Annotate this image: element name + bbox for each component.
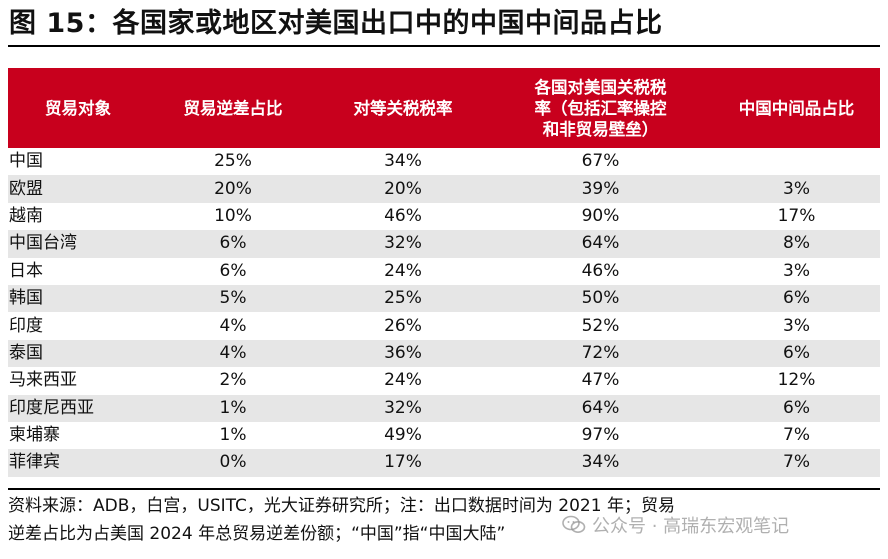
cell-trade-partner: 泰国 bbox=[9, 342, 43, 363]
title-rule bbox=[8, 45, 880, 47]
source-note-line-1: 资料来源：ADB，白宫，USITC，光大证券研究所；注：出口数据时间为 2021… bbox=[8, 496, 675, 516]
cell-deficit-share: 6% bbox=[219, 233, 247, 254]
cell-deficit-share: 5% bbox=[219, 288, 247, 309]
table-row: 日本 6% 24% 46% 3% bbox=[8, 258, 880, 285]
header-china-intermediate-share: 中国中间品占比 bbox=[738, 98, 855, 118]
table-row: 菲律宾 0% 17% 34% 7% bbox=[8, 449, 880, 477]
cell-trade-partner: 日本 bbox=[9, 260, 43, 281]
cell-trade-partner: 印度尼西亚 bbox=[9, 397, 94, 418]
table-bottom-rule bbox=[8, 488, 880, 490]
header-reciprocal-tariff: 对等关税税率 bbox=[353, 98, 453, 118]
cell-tariff-on-us: 64% bbox=[581, 397, 620, 418]
header-tariff-on-us: 各国对美国关税税 率（包括汇率操控 和非贸易壁垒） bbox=[534, 77, 667, 139]
wechat-icon bbox=[562, 515, 586, 533]
cell-china-intermediate-share: 3% bbox=[783, 178, 810, 199]
cell-reciprocal-tariff: 25% bbox=[384, 288, 422, 309]
table-row: 印度尼西亚 1% 32% 64% 6% bbox=[8, 394, 880, 422]
cell-trade-partner: 韩国 bbox=[9, 288, 43, 309]
cell-trade-partner: 印度 bbox=[9, 315, 43, 336]
cell-china-intermediate-share: 7% bbox=[783, 425, 810, 446]
watermark: 公众号 · 高瑞东宏观笔记 bbox=[562, 510, 789, 540]
table-header: 贸易对象 贸易逆差占比 对等关税税率 各国对美国关税税 率（包括汇率操控 和非贸… bbox=[8, 68, 880, 148]
table-row: 越南 10% 46% 90% 17% bbox=[8, 203, 880, 230]
cell-tariff-on-us: 64% bbox=[581, 233, 620, 254]
cell-reciprocal-tariff: 32% bbox=[384, 233, 422, 254]
cell-deficit-share: 4% bbox=[219, 315, 247, 336]
table-row: 印度 4% 26% 52% 3% bbox=[8, 312, 880, 339]
source-note-line-2: 逆差占比为占美国 2024 年总贸易逆差份额；“中国”指“中国大陆” bbox=[8, 524, 506, 544]
cell-tariff-on-us: 52% bbox=[581, 315, 620, 336]
cell-deficit-share: 10% bbox=[214, 205, 252, 226]
cell-china-intermediate-share: 6% bbox=[783, 342, 810, 363]
cell-deficit-share: 2% bbox=[219, 370, 247, 391]
cell-trade-partner: 柬埔寨 bbox=[9, 425, 60, 446]
cell-deficit-share: 6% bbox=[219, 260, 247, 281]
cell-tariff-on-us: 72% bbox=[581, 342, 620, 363]
cell-reciprocal-tariff: 17% bbox=[384, 452, 422, 473]
cell-tariff-on-us: 90% bbox=[581, 205, 620, 226]
cell-china-intermediate-share: 6% bbox=[783, 397, 810, 418]
cell-trade-partner: 中国 bbox=[9, 151, 43, 172]
cell-deficit-share: 0% bbox=[219, 452, 247, 473]
cell-tariff-on-us: 34% bbox=[581, 452, 620, 473]
cell-trade-partner: 中国台湾 bbox=[9, 233, 77, 254]
table-row: 中国台湾 6% 32% 64% 8% bbox=[8, 230, 880, 258]
cell-china-intermediate-share: 3% bbox=[783, 260, 810, 281]
cell-reciprocal-tariff: 34% bbox=[384, 151, 422, 172]
cell-china-intermediate-share: 17% bbox=[777, 205, 816, 226]
cell-tariff-on-us: 39% bbox=[581, 178, 620, 199]
table-row: 柬埔寨 1% 49% 97% 7% bbox=[8, 422, 880, 449]
table-row: 韩国 5% 25% 50% 6% bbox=[8, 284, 880, 313]
cell-reciprocal-tariff: 36% bbox=[384, 342, 422, 363]
cell-tariff-on-us: 47% bbox=[581, 370, 620, 391]
cell-trade-partner: 越南 bbox=[9, 205, 43, 226]
cell-reciprocal-tariff: 24% bbox=[384, 260, 422, 281]
header-trade-partner: 贸易对象 bbox=[45, 98, 111, 118]
cell-tariff-on-us: 67% bbox=[581, 151, 620, 172]
cell-reciprocal-tariff: 32% bbox=[384, 397, 422, 418]
cell-deficit-share: 1% bbox=[219, 397, 247, 418]
table-row: 欧盟 20% 20% 39% 3% bbox=[8, 175, 880, 203]
cell-reciprocal-tariff: 24% bbox=[384, 370, 422, 391]
table-row: 中国 25% 34% 67% bbox=[8, 148, 880, 175]
watermark-text: 公众号 · 高瑞东宏观笔记 bbox=[592, 516, 790, 537]
cell-reciprocal-tariff: 46% bbox=[384, 205, 422, 226]
cell-trade-partner: 菲律宾 bbox=[9, 452, 60, 473]
figure-title: 图 15：各国家或地区对美国出口中的中国中间品占比 bbox=[9, 8, 663, 39]
cell-china-intermediate-share: 8% bbox=[783, 233, 810, 254]
data-table: 贸易对象 贸易逆差占比 对等关税税率 各国对美国关税税 率（包括汇率操控 和非贸… bbox=[8, 68, 880, 477]
cell-reciprocal-tariff: 20% bbox=[384, 178, 422, 199]
cell-deficit-share: 4% bbox=[219, 342, 247, 363]
cell-reciprocal-tariff: 26% bbox=[384, 315, 422, 336]
cell-reciprocal-tariff: 49% bbox=[384, 425, 422, 446]
cell-deficit-share: 1% bbox=[219, 425, 247, 446]
cell-deficit-share: 20% bbox=[214, 178, 252, 199]
cell-tariff-on-us: 97% bbox=[581, 425, 620, 446]
cell-china-intermediate-share: 6% bbox=[783, 288, 810, 309]
cell-tariff-on-us: 50% bbox=[581, 288, 620, 309]
cell-deficit-share: 25% bbox=[214, 151, 252, 172]
header-deficit-share: 贸易逆差占比 bbox=[183, 98, 283, 118]
cell-trade-partner: 马来西亚 bbox=[9, 370, 77, 391]
cell-tariff-on-us: 46% bbox=[581, 260, 620, 281]
cell-trade-partner: 欧盟 bbox=[9, 178, 43, 199]
cell-china-intermediate-share: 3% bbox=[783, 315, 810, 336]
table-row: 马来西亚 2% 24% 47% 12% bbox=[8, 367, 880, 394]
cell-china-intermediate-share: 12% bbox=[777, 370, 816, 391]
table-row: 泰国 4% 36% 72% 6% bbox=[8, 339, 880, 368]
cell-china-intermediate-share: 7% bbox=[783, 452, 810, 473]
source-note: 资料来源：ADB，白宫，USITC，光大证券研究所；注：出口数据时间为 2021… bbox=[8, 492, 883, 548]
table-body: 中国 25% 34% 67% 欧盟 20% 20% 39% 3% 越南 10% 46% 90% 17% 中国… bbox=[8, 148, 880, 477]
